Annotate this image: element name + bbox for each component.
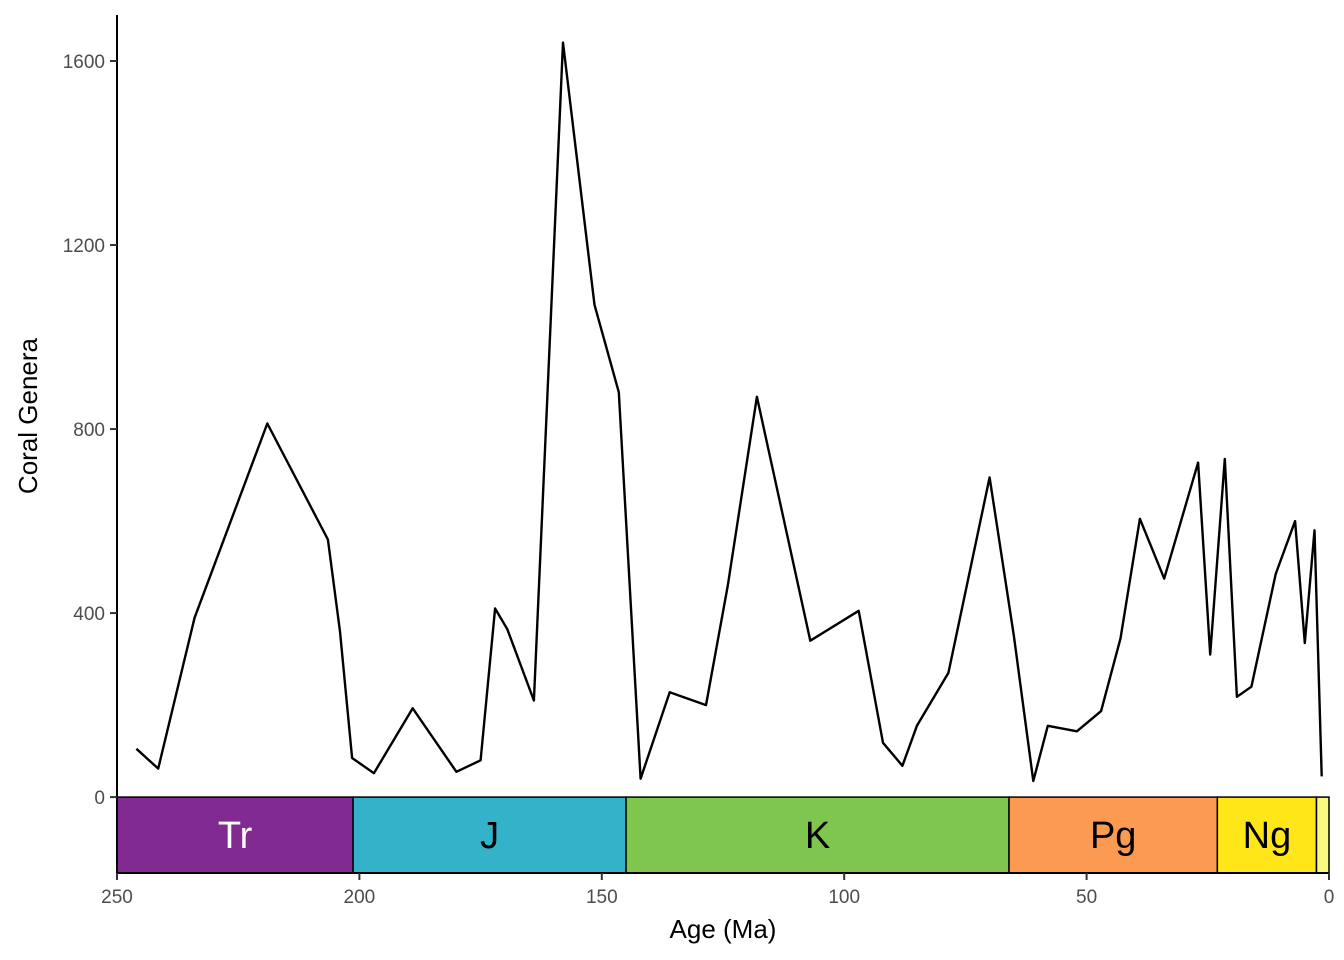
y-axis-ticks: 0 400 800 1200 1600 bbox=[63, 52, 117, 809]
period-box-k bbox=[625, 796, 1010, 874]
x-tick-label: 50 bbox=[1076, 887, 1097, 908]
x-tick-label: 100 bbox=[828, 887, 860, 908]
period-label-pg: Pg bbox=[1090, 815, 1136, 857]
x-tick-label: 150 bbox=[586, 887, 618, 908]
x-axis-ticks: 250 200 150 100 50 0 bbox=[101, 873, 1334, 908]
x-tick-label: 200 bbox=[344, 887, 376, 908]
x-tick-label: 0 bbox=[1324, 887, 1335, 908]
period-label-ng: Ng bbox=[1243, 815, 1292, 857]
y-tick-label: 1200 bbox=[63, 236, 105, 257]
period-label-tr: Tr bbox=[218, 815, 253, 857]
period-box-pg bbox=[1008, 796, 1219, 874]
y-tick-label: 0 bbox=[94, 788, 105, 809]
y-axis-title: Coral Genera bbox=[13, 337, 43, 494]
geologic-timescale-band: Tr J K Pg Ng bbox=[116, 796, 1330, 874]
period-label-k: K bbox=[805, 815, 830, 857]
x-axis-title: Age (Ma) bbox=[670, 914, 777, 944]
period-box-j bbox=[352, 796, 627, 874]
y-tick-label: 400 bbox=[73, 604, 105, 625]
plot-area bbox=[135, 41, 1323, 783]
y-tick-label: 1600 bbox=[63, 52, 105, 73]
period-box-tr bbox=[116, 796, 354, 874]
series-line-0 bbox=[135, 41, 1323, 783]
x-tick-label: 250 bbox=[101, 887, 133, 908]
y-tick-label: 800 bbox=[73, 420, 105, 441]
period-box-quaternary bbox=[1315, 796, 1330, 874]
period-label-j: J bbox=[480, 815, 499, 857]
